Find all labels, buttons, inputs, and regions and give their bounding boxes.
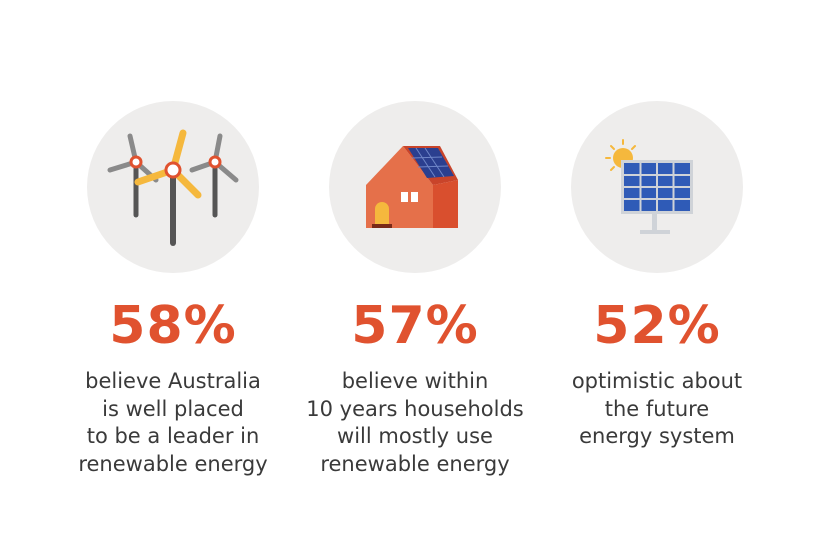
solar-panel-icon (571, 101, 743, 273)
description-line: renewable energy (320, 451, 510, 476)
description-line: the future (604, 396, 710, 421)
description-line: believe within (341, 369, 489, 393)
description-line: is well placed (102, 396, 244, 421)
house-icon (329, 101, 501, 273)
stat-card: 58% believe Australia is well placed to be… (43, 100, 303, 478)
description-line: will mostly use (337, 424, 493, 448)
stat-card: 57% believe within 10 years households wil… (285, 100, 545, 478)
description-line: optimistic about (571, 369, 743, 393)
description-line: energy system (579, 424, 735, 448)
wind-turbine-icon (87, 101, 259, 273)
description-line: 10 years households (306, 396, 524, 421)
stat-description: believe Australia is well placed to be a l… (43, 368, 303, 478)
stat-value: 58% (109, 296, 237, 356)
stat-description: believe within 10 years households will mo… (285, 368, 545, 478)
description-line: to be a leader in (86, 424, 260, 448)
description-line: believe Australia (85, 369, 261, 393)
stat-card: 52% optimistic about the future energy sys… (527, 100, 787, 451)
stat-description: optimistic about the future energy system (527, 368, 787, 451)
stat-value: 57% (351, 296, 479, 356)
description-line: renewable energy (78, 451, 268, 476)
stat-value: 52% (593, 296, 721, 356)
